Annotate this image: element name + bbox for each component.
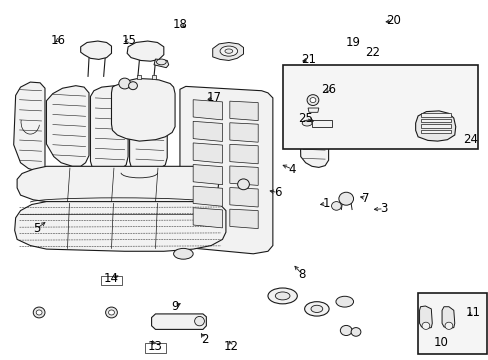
Polygon shape bbox=[129, 85, 167, 171]
Polygon shape bbox=[17, 166, 219, 204]
Polygon shape bbox=[415, 111, 455, 141]
Polygon shape bbox=[229, 101, 258, 121]
Polygon shape bbox=[154, 59, 168, 68]
Polygon shape bbox=[229, 123, 258, 142]
Text: 13: 13 bbox=[148, 340, 163, 353]
Ellipse shape bbox=[156, 59, 166, 65]
Text: 8: 8 bbox=[298, 268, 305, 281]
Polygon shape bbox=[307, 108, 318, 112]
Bar bbox=[420, 124, 450, 128]
Bar bbox=[151, 75, 155, 79]
Text: 6: 6 bbox=[273, 186, 281, 199]
Ellipse shape bbox=[309, 98, 315, 103]
Ellipse shape bbox=[335, 296, 353, 307]
Bar bbox=[282, 65, 477, 149]
Polygon shape bbox=[229, 166, 258, 185]
Bar bbox=[137, 75, 141, 79]
Polygon shape bbox=[15, 202, 225, 251]
Text: 3: 3 bbox=[379, 202, 387, 215]
Text: 20: 20 bbox=[386, 14, 400, 27]
Text: 18: 18 bbox=[172, 18, 187, 31]
Polygon shape bbox=[193, 186, 222, 206]
Ellipse shape bbox=[267, 288, 297, 304]
Text: 24: 24 bbox=[462, 133, 477, 146]
Ellipse shape bbox=[108, 310, 114, 315]
Polygon shape bbox=[193, 100, 222, 120]
Text: 17: 17 bbox=[206, 91, 221, 104]
Polygon shape bbox=[127, 41, 163, 61]
Polygon shape bbox=[229, 209, 258, 229]
Ellipse shape bbox=[128, 82, 137, 90]
Text: 21: 21 bbox=[301, 53, 316, 66]
Text: 12: 12 bbox=[223, 340, 238, 353]
Polygon shape bbox=[193, 143, 222, 163]
Bar bbox=[420, 119, 450, 122]
Ellipse shape bbox=[33, 307, 45, 318]
Text: 25: 25 bbox=[298, 112, 312, 125]
Ellipse shape bbox=[306, 95, 318, 105]
Text: 4: 4 bbox=[288, 163, 296, 176]
Ellipse shape bbox=[224, 49, 232, 53]
Text: 14: 14 bbox=[104, 273, 119, 285]
Text: 9: 9 bbox=[171, 300, 179, 313]
Polygon shape bbox=[193, 165, 222, 185]
Bar bbox=[311, 120, 331, 127]
Polygon shape bbox=[299, 82, 328, 167]
Polygon shape bbox=[111, 78, 175, 141]
Ellipse shape bbox=[338, 192, 353, 205]
Text: 19: 19 bbox=[345, 36, 360, 49]
Ellipse shape bbox=[220, 46, 237, 56]
Polygon shape bbox=[193, 121, 222, 141]
Ellipse shape bbox=[194, 316, 204, 326]
Text: 11: 11 bbox=[465, 306, 480, 319]
Ellipse shape bbox=[340, 325, 351, 336]
Ellipse shape bbox=[302, 120, 311, 126]
Polygon shape bbox=[229, 188, 258, 207]
Ellipse shape bbox=[36, 310, 42, 315]
Text: 15: 15 bbox=[122, 34, 137, 47]
Ellipse shape bbox=[444, 322, 452, 329]
Text: 5: 5 bbox=[33, 222, 41, 235]
Bar bbox=[420, 113, 450, 117]
Bar bbox=[417, 293, 486, 354]
Text: 16: 16 bbox=[50, 34, 65, 47]
Ellipse shape bbox=[105, 307, 117, 318]
Text: 10: 10 bbox=[433, 336, 447, 349]
Polygon shape bbox=[419, 306, 431, 328]
Ellipse shape bbox=[331, 202, 341, 210]
Polygon shape bbox=[180, 86, 272, 254]
Polygon shape bbox=[14, 82, 45, 171]
Polygon shape bbox=[151, 314, 206, 329]
Ellipse shape bbox=[173, 248, 193, 259]
Polygon shape bbox=[212, 42, 243, 60]
Bar bbox=[420, 130, 450, 133]
Bar bbox=[101, 276, 122, 285]
Text: 1: 1 bbox=[322, 197, 330, 210]
Ellipse shape bbox=[350, 328, 360, 336]
Polygon shape bbox=[90, 86, 128, 171]
Ellipse shape bbox=[119, 78, 130, 89]
Polygon shape bbox=[441, 307, 454, 328]
Polygon shape bbox=[81, 41, 111, 59]
Text: 7: 7 bbox=[361, 192, 369, 204]
Text: 26: 26 bbox=[321, 83, 335, 96]
Polygon shape bbox=[46, 86, 89, 166]
Ellipse shape bbox=[304, 302, 328, 316]
Polygon shape bbox=[229, 144, 258, 164]
Ellipse shape bbox=[421, 322, 429, 329]
Ellipse shape bbox=[310, 305, 322, 312]
Text: 22: 22 bbox=[365, 46, 379, 59]
Polygon shape bbox=[193, 208, 222, 228]
Bar bbox=[144, 343, 166, 353]
Ellipse shape bbox=[237, 179, 249, 190]
Ellipse shape bbox=[275, 292, 289, 300]
Text: 2: 2 bbox=[200, 333, 208, 346]
